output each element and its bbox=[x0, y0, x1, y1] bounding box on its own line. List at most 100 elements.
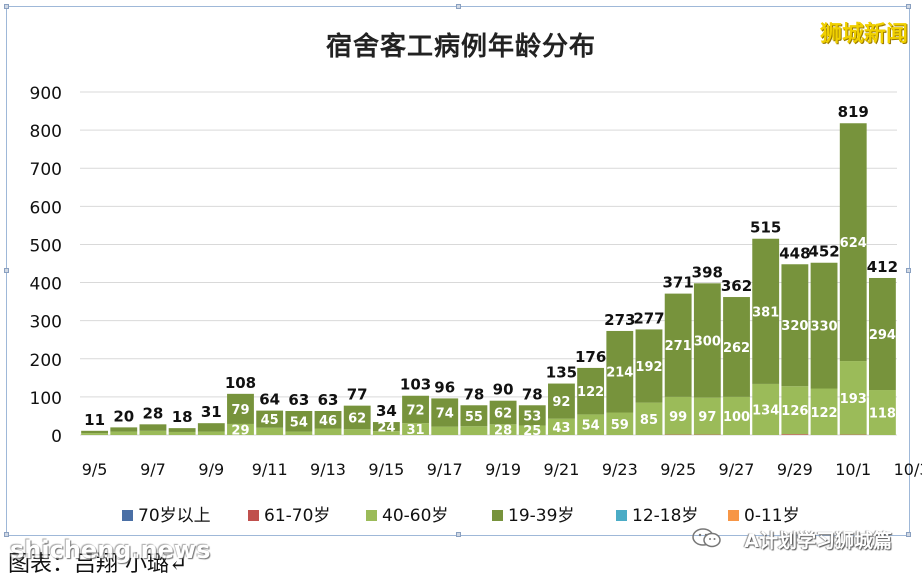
bar-segment bbox=[635, 402, 663, 435]
bar-segment bbox=[110, 427, 138, 432]
resize-handle-top[interactable] bbox=[456, 4, 461, 9]
segment-label: 55 bbox=[465, 410, 483, 425]
bar-segment bbox=[285, 431, 313, 435]
bar-segment bbox=[839, 123, 867, 362]
legend-swatch bbox=[492, 510, 503, 521]
total-label: 371 bbox=[663, 274, 694, 292]
segment-label: 214 bbox=[606, 366, 633, 381]
bar-segment bbox=[168, 428, 196, 432]
bar-segment bbox=[372, 422, 400, 432]
segment-label: 24 bbox=[377, 421, 395, 436]
legend-entry: 70岁以上 bbox=[138, 506, 211, 526]
y-tick-label: 0 bbox=[51, 427, 62, 447]
resize-handle-bottom-right[interactable] bbox=[906, 532, 911, 537]
segment-label: 330 bbox=[810, 320, 837, 335]
y-tick-label: 800 bbox=[30, 122, 62, 142]
x-tick-label: 9/23 bbox=[602, 460, 638, 479]
segment-label: 85 bbox=[640, 413, 658, 428]
bar-segment bbox=[868, 277, 896, 391]
segment-label: 46 bbox=[319, 414, 337, 429]
total-label: 135 bbox=[546, 364, 577, 382]
bar-segment bbox=[314, 410, 342, 429]
total-label: 63 bbox=[318, 391, 339, 409]
segment-label: 118 bbox=[869, 407, 896, 422]
total-label: 31 bbox=[201, 403, 222, 421]
segment-label: 28 bbox=[494, 424, 512, 439]
segment-label: 99 bbox=[669, 410, 687, 425]
segment-label: 192 bbox=[635, 360, 662, 375]
total-label: 108 bbox=[225, 374, 256, 392]
segment-label: 271 bbox=[665, 339, 692, 354]
bar-segment bbox=[606, 330, 634, 413]
total-label: 28 bbox=[143, 404, 164, 422]
bar-segment bbox=[781, 264, 809, 387]
bar-segment bbox=[548, 383, 575, 419]
legend-entry: 61-70岁 bbox=[264, 506, 330, 526]
resize-handle-left[interactable] bbox=[4, 268, 9, 273]
bar-segment bbox=[489, 424, 517, 435]
segment-label: 122 bbox=[577, 385, 604, 400]
bar-segment bbox=[752, 383, 780, 435]
x-tick-label: 9/21 bbox=[543, 460, 579, 479]
x-tick-label: 9/9 bbox=[198, 460, 224, 479]
bar-segment bbox=[343, 429, 371, 435]
total-label: 277 bbox=[633, 309, 664, 327]
total-label: 78 bbox=[463, 385, 484, 403]
wechat-icon bbox=[692, 528, 721, 548]
total-label: 96 bbox=[434, 378, 455, 396]
resize-handle-bottom[interactable] bbox=[456, 532, 461, 537]
bar-segment bbox=[489, 400, 517, 425]
bar-segment bbox=[314, 428, 342, 435]
bar-segment bbox=[431, 426, 459, 435]
y-tick-label: 700 bbox=[30, 160, 62, 180]
bar-segment bbox=[635, 329, 663, 403]
bar-segment bbox=[518, 405, 546, 426]
bar-segment bbox=[810, 388, 838, 435]
bar-segment bbox=[810, 262, 838, 389]
segment-label: 74 bbox=[436, 407, 454, 422]
bar-segment bbox=[460, 405, 488, 427]
bar-segment bbox=[256, 427, 284, 435]
y-tick-label: 100 bbox=[30, 389, 62, 409]
bar-segment bbox=[139, 430, 167, 435]
y-tick-label: 600 bbox=[30, 198, 62, 218]
x-tick-label: 10/3 bbox=[894, 460, 922, 479]
bar-segment bbox=[518, 425, 546, 435]
bar-segment bbox=[81, 433, 109, 435]
x-tick-label: 9/19 bbox=[485, 460, 521, 479]
bar-segment bbox=[343, 405, 371, 430]
bar-segment bbox=[781, 386, 809, 435]
x-tick-label: 9/17 bbox=[427, 460, 463, 479]
x-tick-label: 10/1 bbox=[835, 460, 871, 479]
segment-label: 134 bbox=[752, 403, 779, 418]
segment-label: 62 bbox=[348, 411, 366, 426]
total-label: 77 bbox=[347, 386, 368, 404]
segment-label: 294 bbox=[869, 328, 896, 343]
resize-handle-bottom-left[interactable] bbox=[4, 532, 9, 537]
resize-handle-right[interactable] bbox=[906, 268, 911, 273]
segment-label: 381 bbox=[752, 305, 779, 320]
legend-swatch bbox=[366, 510, 377, 521]
bar-segment bbox=[285, 410, 313, 432]
chart-title: 宿舍客工病例年龄分布 bbox=[325, 32, 596, 62]
bar-segment bbox=[577, 414, 605, 435]
total-label: 176 bbox=[575, 348, 606, 366]
bar-segment bbox=[868, 390, 896, 435]
bar-segment bbox=[752, 238, 780, 384]
total-label: 11 bbox=[84, 411, 105, 429]
y-tick-label: 400 bbox=[30, 275, 62, 295]
segment-label: 624 bbox=[840, 236, 867, 251]
resize-handle-top-left[interactable] bbox=[4, 4, 9, 9]
segment-label: 122 bbox=[810, 406, 837, 421]
bar-segment bbox=[372, 431, 400, 435]
bar-segment bbox=[256, 410, 284, 428]
total-label: 78 bbox=[522, 385, 543, 403]
bar-segment bbox=[402, 395, 429, 424]
total-label: 515 bbox=[750, 219, 781, 237]
bar-segment bbox=[664, 293, 692, 397]
bar-segment bbox=[81, 430, 109, 434]
resize-handle-top-right[interactable] bbox=[906, 4, 911, 9]
segment-label: 79 bbox=[231, 403, 249, 418]
legend-swatch bbox=[248, 510, 259, 521]
